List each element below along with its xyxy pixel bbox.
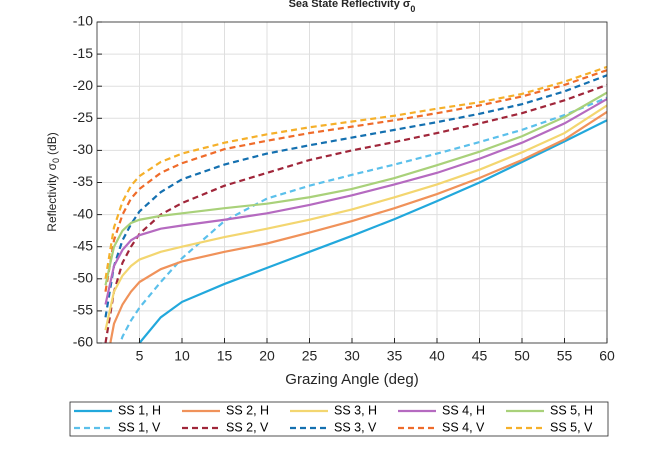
- series-line: [104, 83, 607, 343]
- y-tick-label: -45: [73, 237, 93, 253]
- y-tick-label: -40: [73, 205, 93, 221]
- legend-label: SS 5, V: [550, 420, 593, 434]
- lines: [104, 65, 607, 343]
- x-tick-label: 20: [259, 348, 275, 364]
- series-line: [104, 104, 607, 331]
- legend-label: SS 3, H: [334, 403, 377, 417]
- legend-label: SS 1, V: [118, 420, 161, 434]
- x-tick-label: 10: [174, 348, 190, 364]
- y-tick-label: -30: [73, 141, 93, 157]
- grid: [97, 21, 608, 344]
- y-tick-label: -15: [73, 45, 93, 61]
- x-tick-label: 50: [514, 348, 530, 364]
- series-line: [104, 69, 607, 292]
- x-tick-label: 45: [472, 348, 488, 364]
- legend-label: SS 5, H: [550, 403, 593, 417]
- legend-label: SS 1, H: [118, 403, 161, 417]
- x-tick-label: 25: [302, 348, 318, 364]
- x-tick-label: 5: [136, 348, 144, 364]
- x-axis-label: Grazing Angle (deg): [285, 371, 418, 388]
- legend-box: [69, 401, 609, 437]
- x-tick-label: 30: [344, 348, 360, 364]
- y-tick-label: -50: [73, 270, 93, 286]
- title-text: Sea State Reflectivity σ: [289, 0, 411, 10]
- y-tick-label: -60: [73, 334, 93, 350]
- ylabel-text: Reflectivity σ: [45, 162, 59, 231]
- series-line: [138, 119, 607, 343]
- legend-label: SS 2, H: [226, 403, 269, 417]
- legend-label: SS 2, V: [226, 420, 269, 434]
- title-subscript: 0: [410, 4, 415, 14]
- ylabel-subscript: 0: [51, 158, 61, 163]
- y-tick-label: -35: [73, 173, 93, 189]
- legend-label: SS 4, H: [442, 403, 485, 417]
- series-line: [104, 91, 607, 286]
- x-tick-label: 15: [217, 348, 233, 364]
- series-line: [109, 110, 607, 343]
- y-tick-label: -20: [73, 77, 93, 93]
- series-line: [104, 65, 607, 279]
- y-tick-label: -55: [73, 302, 93, 318]
- x-tick-label: 35: [387, 348, 403, 364]
- legend: SS 1, H SS 1, V SS 2, H SS 2, V SS 3, H SS 3,…: [74, 403, 593, 434]
- x-tick-label: 60: [599, 348, 615, 364]
- ylabel-suffix: (dB): [45, 132, 59, 155]
- y-tick-label: -25: [73, 109, 93, 125]
- x-tick-label: 55: [557, 348, 573, 364]
- series-line: [104, 74, 607, 318]
- y-tick-label: -10: [73, 13, 93, 29]
- series-line: [119, 96, 607, 343]
- series-line: [104, 98, 607, 305]
- legend-label: SS 4, V: [442, 420, 485, 434]
- y-axis-label: Reflectivity σ0 (dB): [45, 132, 61, 231]
- legend-label: SS 3, V: [334, 420, 377, 434]
- x-tick-label: 40: [429, 348, 445, 364]
- chart-title: Sea State Reflectivity σ0: [289, 0, 416, 14]
